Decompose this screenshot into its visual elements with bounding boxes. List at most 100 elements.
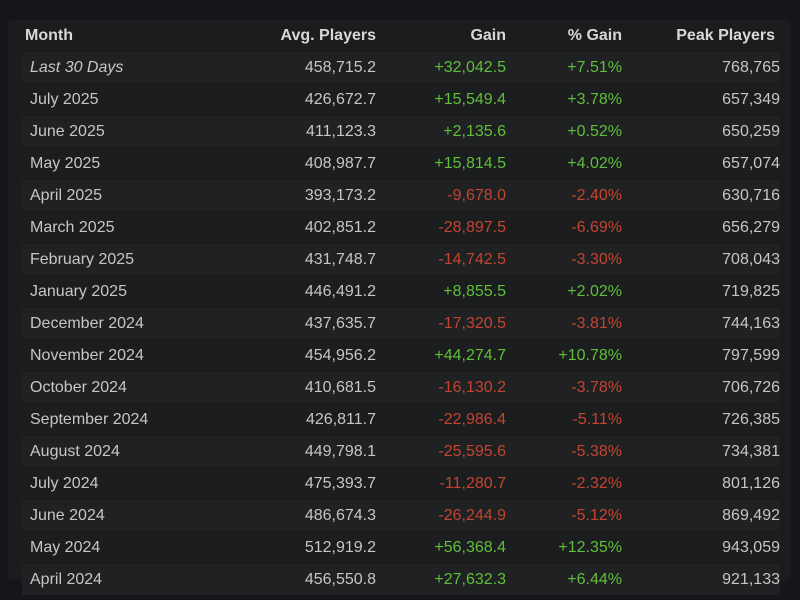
percent-gain-cell: -5.12% — [506, 499, 622, 532]
month-cell: April 2024 — [22, 563, 230, 595]
percent-gain-cell: -5.11% — [506, 403, 622, 436]
gain-cell: -28,897.5 — [376, 211, 506, 244]
table-row: July 2024 475,393.7 -11,280.7 -2.32% 801,126 — [22, 467, 780, 500]
monthly-players-table: Month Avg. Players Gain % Gain Peak Play… — [22, 20, 780, 595]
gain-cell: +44,274.7 — [376, 339, 506, 372]
avg-players-cell: 410,681.5 — [230, 371, 376, 404]
peak-players-cell: 706,726 — [622, 371, 780, 404]
month-cell: May 2024 — [22, 531, 230, 564]
avg-players-cell: 475,393.7 — [230, 467, 376, 500]
month-cell: November 2024 — [22, 339, 230, 372]
peak-players-cell: 869,492 — [622, 499, 780, 532]
gain-cell: -22,986.4 — [376, 403, 506, 436]
gain-cell: -11,280.7 — [376, 467, 506, 500]
header-percent-gain[interactable]: % Gain — [567, 26, 622, 44]
gain-cell: +2,135.6 — [376, 115, 506, 148]
avg-players-cell: 446,491.2 — [230, 275, 376, 308]
gain-cell: +56,368.4 — [376, 531, 506, 564]
gain-cell: -25,595.6 — [376, 435, 506, 468]
table-row: February 2025 431,748.7 -14,742.5 -3.30% 708… — [22, 243, 780, 276]
table-row: October 2024 410,681.5 -16,130.2 -3.78% 706,… — [22, 371, 780, 404]
percent-gain-cell: -3.81% — [506, 307, 622, 340]
month-cell: August 2024 — [22, 435, 230, 468]
peak-players-cell: 943,059 — [622, 531, 780, 564]
percent-gain-cell: +7.51% — [506, 51, 622, 84]
month-cell: February 2025 — [22, 243, 230, 276]
month-cell: October 2024 — [22, 371, 230, 404]
avg-players-cell: 408,987.7 — [230, 147, 376, 180]
percent-gain-cell: -3.30% — [506, 243, 622, 276]
gain-cell: +27,632.3 — [376, 563, 506, 595]
peak-players-cell: 657,349 — [622, 83, 780, 116]
avg-players-cell: 426,811.7 — [230, 403, 376, 436]
table-row: September 2024 426,811.7 -22,986.4 -5.11% 72… — [22, 403, 780, 436]
percent-gain-cell: -2.32% — [506, 467, 622, 500]
avg-players-cell: 402,851.2 — [230, 211, 376, 244]
month-cell: May 2025 — [22, 147, 230, 180]
table-row: Last 30 Days 458,715.2 +32,042.5 +7.51% 768,… — [22, 51, 780, 84]
peak-players-cell: 708,043 — [622, 243, 780, 276]
table-row: April 2025 393,173.2 -9,678.0 -2.40% 630,716 — [22, 179, 780, 212]
gain-cell: -9,678.0 — [376, 179, 506, 212]
peak-players-cell: 630,716 — [622, 179, 780, 212]
avg-players-cell: 458,715.2 — [230, 51, 376, 84]
table-row: December 2024 437,635.7 -17,320.5 -3.81% 744… — [22, 307, 780, 340]
header-gain[interactable]: Gain — [470, 26, 506, 44]
peak-players-cell: 719,825 — [622, 275, 780, 308]
table-row: April 2024 456,550.8 +27,632.3 +6.44% 921,13… — [22, 563, 780, 595]
gain-cell: -16,130.2 — [376, 371, 506, 404]
avg-players-cell: 411,123.3 — [230, 115, 376, 148]
month-cell: June 2025 — [22, 115, 230, 148]
month-cell: January 2025 — [22, 275, 230, 308]
month-cell: April 2025 — [22, 179, 230, 212]
table-row: January 2025 446,491.2 +8,855.5 +2.02% 719,8… — [22, 275, 780, 308]
percent-gain-cell: +3.78% — [506, 83, 622, 116]
avg-players-cell: 456,550.8 — [230, 563, 376, 595]
peak-players-cell: 797,599 — [622, 339, 780, 372]
percent-gain-cell: -6.69% — [506, 211, 622, 244]
peak-players-cell: 657,074 — [622, 147, 780, 180]
month-cell: July 2024 — [22, 467, 230, 500]
gain-cell: +15,814.5 — [376, 147, 506, 180]
peak-players-cell: 726,385 — [622, 403, 780, 436]
month-cell: December 2024 — [22, 307, 230, 340]
header-peak-players[interactable]: Peak Players — [676, 26, 775, 44]
table-row: November 2024 454,956.2 +44,274.7 +10.78% 79… — [22, 339, 780, 372]
header-avg-players[interactable]: Avg. Players — [280, 26, 376, 44]
avg-players-cell: 454,956.2 — [230, 339, 376, 372]
peak-players-cell: 801,126 — [622, 467, 780, 500]
month-cell: March 2025 — [22, 211, 230, 244]
percent-gain-cell: -3.78% — [506, 371, 622, 404]
header-month[interactable]: Month — [25, 26, 73, 44]
table-row: May 2025 408,987.7 +15,814.5 +4.02% 657,074 — [22, 147, 780, 180]
percent-gain-cell: +6.44% — [506, 563, 622, 595]
gain-cell: +8,855.5 — [376, 275, 506, 308]
table-row: July 2025 426,672.7 +15,549.4 +3.78% 657,349 — [22, 83, 780, 116]
peak-players-cell: 650,259 — [622, 115, 780, 148]
avg-players-cell: 393,173.2 — [230, 179, 376, 212]
player-stats-panel: Month Avg. Players Gain % Gain Peak Play… — [8, 20, 791, 595]
table-row: August 2024 449,798.1 -25,595.6 -5.38% 734,3… — [22, 435, 780, 468]
gain-cell: -14,742.5 — [376, 243, 506, 276]
table-header-row: Month Avg. Players Gain % Gain Peak Play… — [22, 20, 780, 52]
percent-gain-cell: -5.38% — [506, 435, 622, 468]
gain-cell: +15,549.4 — [376, 83, 506, 116]
gain-cell: +32,042.5 — [376, 51, 506, 84]
peak-players-cell: 656,279 — [622, 211, 780, 244]
peak-players-cell: 768,765 — [622, 51, 780, 84]
peak-players-cell: 734,381 — [622, 435, 780, 468]
gain-cell: -17,320.5 — [376, 307, 506, 340]
percent-gain-cell: +10.78% — [506, 339, 622, 372]
peak-players-cell: 744,163 — [622, 307, 780, 340]
table-row: May 2024 512,919.2 +56,368.4 +12.35% 943,059 — [22, 531, 780, 564]
percent-gain-cell: +4.02% — [506, 147, 622, 180]
avg-players-cell: 512,919.2 — [230, 531, 376, 564]
table-row: March 2025 402,851.2 -28,897.5 -6.69% 656,27… — [22, 211, 780, 244]
avg-players-cell: 431,748.7 — [230, 243, 376, 276]
avg-players-cell: 437,635.7 — [230, 307, 376, 340]
gain-cell: -26,244.9 — [376, 499, 506, 532]
percent-gain-cell: -2.40% — [506, 179, 622, 212]
avg-players-cell: 486,674.3 — [230, 499, 376, 532]
percent-gain-cell: +0.52% — [506, 115, 622, 148]
table-row: June 2025 411,123.3 +2,135.6 +0.52% 650,259 — [22, 115, 780, 148]
